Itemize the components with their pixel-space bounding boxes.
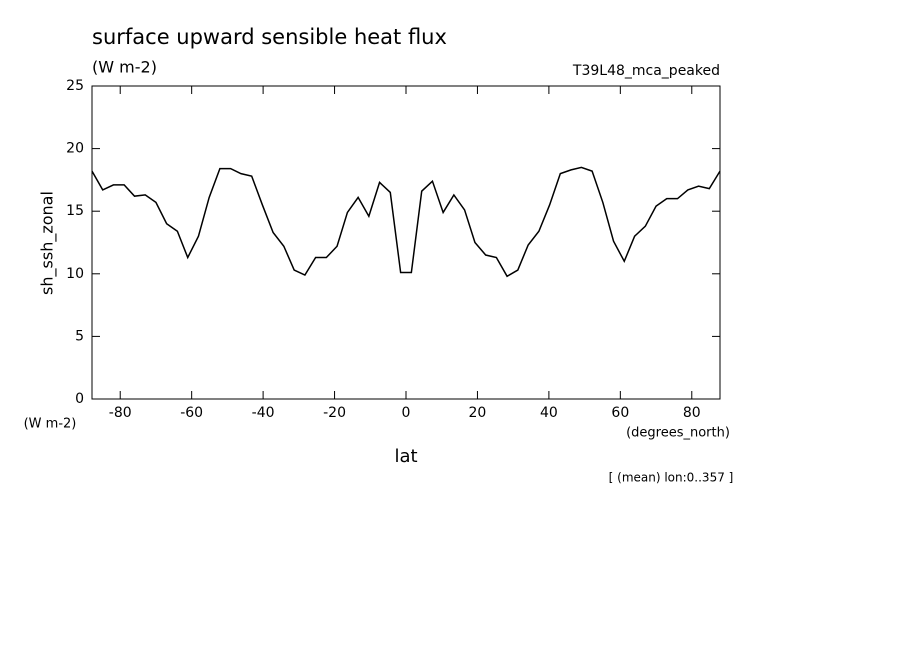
y-tick-label: 25 [66, 78, 84, 94]
chart-subtitle: (W m-2) [92, 58, 157, 77]
x-tick-label: -40 [252, 405, 275, 421]
x-tick-label: -60 [180, 405, 203, 421]
chart-title: surface upward sensible heat flux [92, 25, 447, 49]
x-tick-label: 80 [683, 405, 701, 421]
y-units: (W m-2) [24, 417, 77, 432]
y-axis-label: sh_ssh_zonal [38, 191, 58, 295]
y-tick-label: 20 [66, 141, 84, 157]
plot-frame [91, 85, 721, 400]
x-units: (degrees_north) [626, 426, 730, 441]
x-tick-label: 60 [611, 405, 629, 421]
data-line [91, 166, 721, 278]
x-tick-label: 0 [402, 405, 411, 421]
note: [ (mean) lon:0..357 ] [609, 471, 734, 485]
y-tick-label: 5 [75, 328, 84, 344]
x-tick-label: 40 [540, 405, 558, 421]
y-tick-label: 10 [66, 266, 84, 282]
x-tick-label: -80 [109, 405, 132, 421]
y-tick-label: 15 [66, 203, 84, 219]
x-tick-label: 20 [469, 405, 487, 421]
x-axis-label: lat [394, 446, 417, 467]
x-tick-label: -20 [323, 405, 346, 421]
y-tick-label: 0 [75, 391, 84, 407]
dataset-label: T39L48_mca_peaked [572, 63, 720, 79]
